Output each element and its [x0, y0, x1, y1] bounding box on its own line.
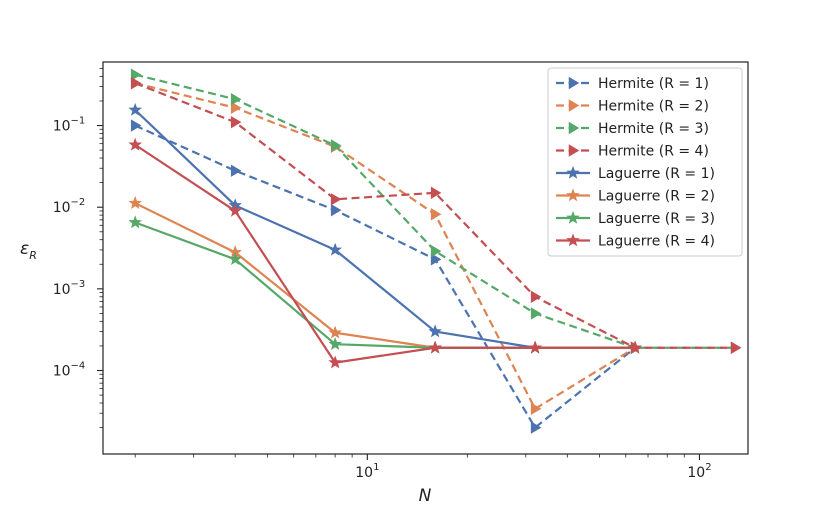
data-point	[330, 203, 342, 217]
data-point	[428, 340, 442, 354]
data-point	[330, 193, 342, 206]
data-point	[328, 355, 342, 369]
data-point	[230, 115, 242, 129]
series-layer	[128, 68, 742, 434]
series-line	[134, 124, 636, 429]
plot-frame	[102, 61, 749, 455]
legend-label: Hermite (R = 4)	[598, 144, 709, 160]
data-point	[228, 252, 242, 266]
data-point	[130, 77, 142, 90]
data-point	[330, 139, 342, 152]
y-tick-label: 10−3	[53, 279, 86, 298]
legend-marker	[568, 144, 580, 157]
data-point	[128, 102, 142, 116]
legend-item: Laguerre (R = 3)	[556, 210, 715, 227]
data-point	[430, 244, 442, 258]
y-tick-label: 10−1	[53, 116, 86, 135]
data-point	[430, 186, 442, 200]
legend-marker	[568, 99, 580, 112]
legend-item: Laguerre (R = 2)	[556, 188, 715, 205]
data-point	[730, 341, 742, 354]
data-point	[328, 325, 342, 339]
legend-marker	[566, 210, 580, 224]
legend-item: Laguerre (R = 4)	[556, 233, 715, 250]
legend-marker	[566, 165, 580, 179]
data-point	[130, 119, 142, 132]
x-tick-label: 102	[687, 462, 711, 481]
series-8	[128, 137, 642, 369]
data-point	[128, 196, 142, 209]
data-point	[530, 421, 542, 434]
x-tick-label: 101	[355, 462, 379, 481]
legend-item: Hermite (R = 4)	[556, 144, 709, 160]
data-point	[328, 337, 342, 350]
y-tick-label: 10−2	[53, 197, 86, 216]
legend-item: Hermite (R = 2)	[556, 99, 709, 115]
data-point	[230, 164, 242, 177]
data-point	[328, 242, 342, 256]
data-point	[428, 324, 442, 338]
axis-labels: N εR	[20, 239, 432, 506]
data-point	[130, 68, 142, 81]
legend-label: Laguerre (R = 1)	[598, 166, 715, 182]
legend-marker	[568, 121, 580, 135]
legend-label: Laguerre (R = 4)	[598, 234, 715, 250]
legend-label: Laguerre (R = 2)	[598, 189, 715, 205]
legend-label: Hermite (R = 1)	[598, 76, 709, 92]
legend-label: Hermite (R = 3)	[598, 121, 709, 137]
data-point	[530, 307, 542, 320]
legend-marker	[566, 188, 580, 202]
data-point	[530, 402, 542, 415]
data-point	[628, 340, 642, 354]
legend-label: Hermite (R = 2)	[598, 99, 709, 115]
legend: Hermite (R = 1) Hermite (R = 2) Hermite (R…	[547, 67, 743, 257]
y-axis-label: εR	[20, 239, 37, 262]
data-point	[230, 101, 242, 114]
data-point	[430, 208, 442, 221]
data-point	[230, 93, 242, 106]
legend-item: Laguerre (R = 1)	[556, 165, 715, 182]
data-point	[530, 290, 542, 303]
data-point	[128, 215, 142, 229]
legend-label: Laguerre (R = 3)	[598, 211, 715, 227]
y-tick-label: 10−4	[53, 361, 86, 380]
legend-marker	[566, 233, 580, 247]
series-line	[134, 82, 636, 410]
data-point	[528, 340, 542, 354]
legend-box	[547, 67, 743, 257]
legend-item: Hermite (R = 3)	[556, 121, 709, 137]
data-point	[128, 137, 142, 151]
series-line	[134, 143, 636, 364]
legend-marker	[568, 76, 580, 90]
x-axis-label: N	[419, 486, 432, 506]
data-point	[430, 253, 442, 266]
axis-ticks: 101 102 10−4 10−3 10−2 10−1	[53, 68, 712, 481]
data-point	[228, 203, 242, 217]
legend-item: Hermite (R = 1)	[556, 76, 709, 92]
